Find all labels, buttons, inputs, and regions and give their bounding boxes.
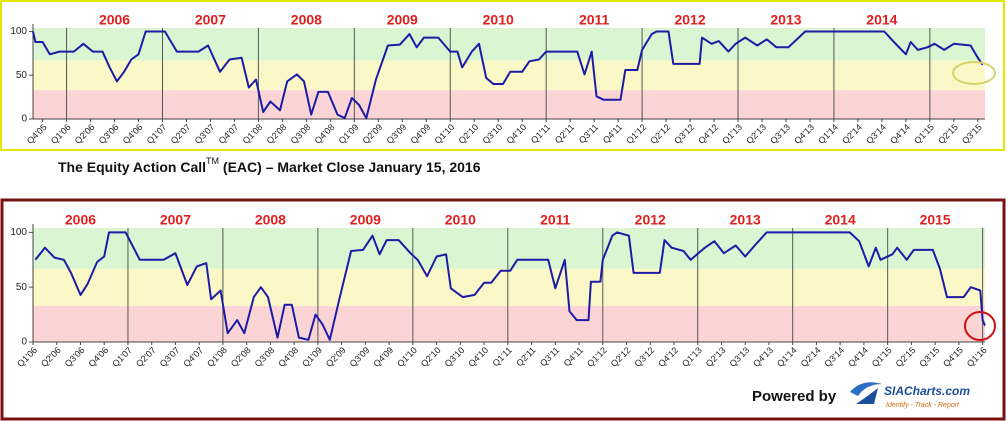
eac-line	[32, 30, 984, 120]
zone-band	[33, 90, 985, 119]
y-tick-label: 0	[21, 114, 27, 125]
caption-superscript: TM	[206, 156, 219, 166]
logo-name: SIACharts.com	[884, 384, 970, 398]
year-label: 2008	[291, 12, 322, 28]
year-label: 2015	[920, 212, 951, 228]
highlight-ellipse	[952, 61, 996, 85]
y-tick-label: 0	[21, 337, 27, 348]
year-label: 2007	[195, 12, 226, 28]
logo-tagline: Identify - Track - Report	[886, 402, 960, 409]
eac-line	[34, 231, 986, 341]
chart: 0 50 100 2006 2007 2008 2009 2010 2011 2012 2013 20…	[0, 0, 1005, 151]
year-label: 2010	[445, 212, 476, 228]
logo: SIACharts.com Identify - Track - Report	[850, 382, 970, 409]
year-label: 2010	[483, 12, 514, 28]
y-tick-label: 50	[16, 70, 28, 81]
y-tick-label: 50	[16, 282, 28, 293]
caption-text: The Equity Action Call	[58, 159, 206, 175]
year-label: 2006	[65, 212, 96, 228]
year-label: 2009	[387, 12, 418, 28]
year-label: 2011	[540, 212, 571, 228]
highlight-circle	[964, 311, 996, 341]
year-label: 2014	[866, 12, 897, 28]
year-label: 2006	[99, 12, 130, 28]
chart: 0 50 100 2006 2007 2008 2009 2010 2011 2012 2013 20…	[0, 198, 1006, 421]
y-tick-label: 100	[10, 227, 27, 238]
zone-band	[33, 28, 985, 61]
year-label: 2008	[255, 212, 286, 228]
logo-mark	[856, 388, 878, 404]
year-label: 2014	[825, 212, 856, 228]
y-tick-label: 100	[10, 26, 27, 37]
logo-swoosh	[850, 382, 882, 396]
caption-rest: (EAC) – Market Close January 15, 2016	[219, 159, 481, 175]
zone-band	[33, 305, 985, 342]
year-label: 2012	[635, 212, 666, 228]
year-label: 2011	[579, 12, 610, 28]
year-label: 2012	[674, 12, 705, 28]
zone-band	[33, 228, 985, 269]
year-label: 2007	[160, 212, 191, 228]
zone-band	[33, 268, 985, 306]
powered-by: Powered by	[752, 388, 837, 405]
year-label: 2013	[770, 12, 801, 28]
year-label: 2009	[350, 212, 381, 228]
caption: The Equity Action CallTM (EAC) – Market …	[58, 156, 481, 174]
year-label: 2013	[730, 212, 761, 228]
